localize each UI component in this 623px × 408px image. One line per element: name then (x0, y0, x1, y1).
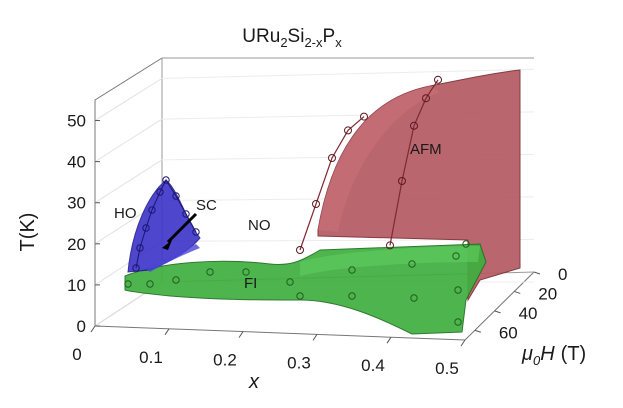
z-axis-label: μ0H (T) (521, 343, 586, 368)
x-tick-mark (460, 339, 466, 347)
y-tick-label: 0 (77, 317, 86, 336)
y-axis-ticks: 0 10 20 30 40 50 (67, 112, 100, 336)
z-tick-mark (514, 290, 521, 294)
x-tick-mark (238, 331, 244, 338)
y-tick-label: 50 (67, 112, 86, 131)
afm-boundary-line (389, 79, 439, 246)
x-tick-label: 0.3 (287, 353, 311, 372)
ho-data-point (136, 244, 144, 252)
afm-data-point (344, 126, 352, 135)
chart-title: URu2Si2-xPx (242, 26, 342, 50)
ho-data-point (148, 206, 156, 214)
fi-data-point (408, 260, 416, 268)
fi-data-point (462, 240, 470, 248)
region-label-afm: AFM (410, 141, 442, 158)
z-tick-label: 40 (519, 304, 538, 323)
fi-data-point (454, 286, 462, 294)
z-tick-mark (474, 329, 482, 333)
x-axis-label: x (248, 371, 260, 393)
x-tick-mark (90, 325, 96, 333)
x-tick-mark (312, 334, 318, 341)
ho-data-point (142, 224, 150, 232)
y-axis-label: T(K) (17, 213, 39, 252)
fi-data-point (452, 252, 460, 260)
z-tick-label: 0 (558, 265, 567, 284)
afm-data-point (434, 75, 442, 84)
floor-left-edge (94, 325, 466, 341)
x-tick-mark (386, 336, 392, 344)
fi-data-point (124, 280, 132, 288)
fi-data-point (206, 268, 214, 276)
fi-data-point (348, 266, 356, 274)
afm-surface-shade (318, 86, 440, 232)
ho-data-point (132, 264, 140, 272)
afm-data-point (360, 112, 368, 121)
ho-data-point (156, 188, 164, 196)
afm-boundary-line (299, 116, 365, 251)
x-tick-label: 0.5 (435, 359, 459, 378)
region-label-no: NO (248, 217, 271, 234)
ho-data-point (172, 192, 180, 200)
ho-data-point (192, 228, 200, 236)
sc-arrow-line (166, 212, 198, 244)
fi-data-point (348, 292, 356, 300)
x-tick-label: 0.2 (213, 351, 237, 370)
afm-data-point (312, 200, 320, 208)
z-tick-mark (494, 310, 501, 314)
left-back-frame (94, 57, 163, 326)
fi-data-point (146, 280, 154, 288)
grid-line (94, 77, 163, 121)
fi-data-point (410, 294, 418, 302)
sc-surface (146, 244, 200, 272)
x-tick-label: 0 (72, 345, 81, 364)
fi-surface-highlight (300, 246, 480, 276)
x-tick-mark (164, 328, 170, 336)
z-tick-label: 60 (499, 323, 518, 342)
floor-right-edge (464, 271, 535, 341)
data-point-markers (124, 75, 470, 326)
grid-line (161, 68, 535, 79)
afm-data-point (386, 241, 394, 250)
fi-data-point (296, 292, 304, 300)
phase-boundary-lines (135, 79, 439, 269)
y-tick-label: 20 (67, 235, 86, 254)
afm-data-point (328, 154, 336, 162)
grid-line (94, 159, 163, 204)
y-tick-label: 10 (67, 276, 86, 295)
fi-data-point (454, 318, 462, 326)
fi-data-point (242, 268, 250, 276)
ho-data-point (162, 176, 170, 184)
y-tick-label: 30 (67, 194, 86, 213)
ho-data-point (182, 210, 190, 218)
region-label-fi: FI (244, 275, 257, 292)
afm-data-point (410, 121, 418, 130)
x-axis-ticks: 0 0.1 0.2 0.3 0.4 0.5 (72, 325, 466, 378)
grid-line (94, 118, 163, 163)
fi-data-point (286, 278, 294, 286)
fi-data-point (172, 276, 180, 284)
afm-data-point (296, 246, 304, 254)
region-label-ho: HO (114, 205, 137, 222)
ho-boundary-line (135, 178, 197, 269)
x-tick-label: 0.4 (361, 356, 385, 375)
z-tick-label: 20 (538, 284, 557, 303)
afm-data-point (422, 94, 430, 103)
x-tick-label: 0.1 (139, 348, 163, 367)
afm-data-point (398, 177, 406, 185)
fi-surface (124, 243, 487, 335)
region-label-sc: SC (196, 197, 217, 214)
y-tick-label: 40 (67, 153, 86, 172)
ho-dome-surface (127, 179, 201, 273)
phase-surfaces (124, 69, 521, 335)
z-tick-mark (533, 271, 541, 275)
sc-arrow-head (162, 240, 172, 250)
